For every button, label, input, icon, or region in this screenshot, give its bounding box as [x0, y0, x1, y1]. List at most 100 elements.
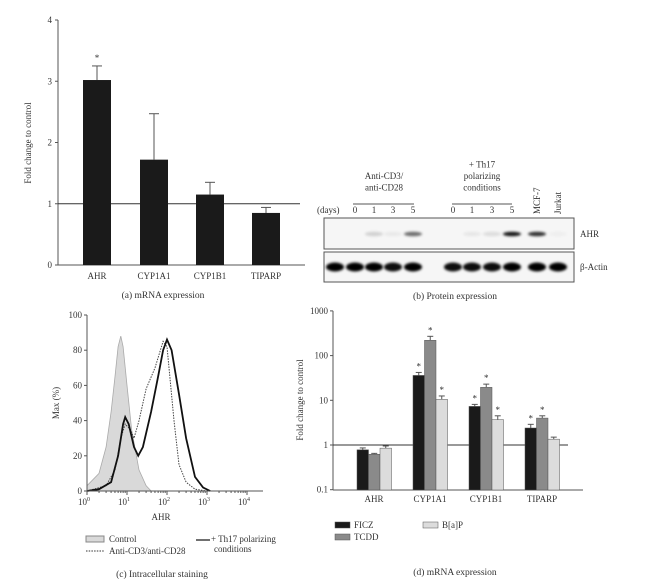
bar-tiparp-tcdd: [536, 417, 549, 491]
significance-marker: *: [484, 373, 489, 383]
significance-marker: *: [440, 385, 445, 395]
band-ahr: [463, 231, 481, 237]
band-actin: [549, 262, 567, 272]
y-tick-label: 0.1: [317, 485, 328, 495]
significance-marker: *: [473, 393, 478, 403]
significance-marker: *: [529, 413, 534, 423]
bar-tiparp-bap: [547, 438, 560, 491]
band-actin: [463, 262, 481, 272]
band-actin: [528, 262, 546, 272]
bar-ahr-tcdd: [368, 454, 381, 491]
bar-cyp1a1: [140, 159, 168, 265]
significance-marker: *: [428, 325, 433, 335]
panel-c-caption: (c) Intracellular staining: [116, 569, 208, 580]
lane-day-label: 5: [510, 205, 515, 215]
histogram-th17: [86, 337, 211, 492]
lane-day-label: 1: [372, 205, 377, 215]
legend-swatch: [334, 521, 351, 529]
lane-day-label: 1: [470, 205, 475, 215]
significance-marker: *: [417, 361, 422, 371]
x-tick-label: CYP1B1: [194, 271, 227, 281]
row-label: AHR: [580, 229, 599, 239]
panel-a-caption: (a) mRNA expression: [122, 290, 205, 301]
band-actin: [483, 262, 501, 272]
x-tick-label: 102: [158, 497, 170, 507]
band-actin: [346, 262, 364, 272]
panel-c-flow-histogram: Max (%) AHR (c) Intracellular staining 0…: [51, 310, 276, 580]
bar-cyp1b1-tcdd: [480, 387, 493, 491]
legend-label: + Th17 polarizing: [211, 534, 276, 544]
bar-ahr-bap: [379, 447, 392, 491]
lane-day-label: 0: [451, 205, 456, 215]
bar-cyp1b1: [196, 194, 224, 265]
legend-label: Anti-CD3/anti-CD28: [109, 546, 186, 556]
y-tick-label: 60: [73, 380, 83, 390]
x-tick-label: AHR: [364, 494, 383, 504]
y-tick-label: 40: [73, 416, 83, 426]
band-actin: [404, 262, 422, 272]
bar-tiparp: [252, 212, 280, 265]
panel-d-caption: (d) mRNA expression: [413, 567, 497, 578]
lane-day-label: 5: [411, 205, 416, 215]
y-tick-label: 2: [48, 138, 53, 148]
group-label: anti-CD28: [365, 183, 403, 193]
x-tick-label: TIPARP: [527, 494, 557, 504]
group-label: + Th17: [469, 160, 496, 170]
y-tick-label: 20: [73, 451, 83, 461]
band-ahr: [503, 231, 521, 237]
legend-swatch-control: [85, 535, 105, 543]
bar-tiparp-ficz: [524, 427, 537, 491]
y-tick-label: 10: [319, 395, 329, 405]
significance-marker: *: [540, 405, 545, 415]
legend-label: TCDD: [354, 532, 379, 542]
bar-cyp1b1-bap: [491, 419, 504, 491]
x-tick-label: CYP1B1: [470, 494, 503, 504]
band-ahr: [365, 231, 383, 237]
legend-swatch: [334, 533, 351, 541]
legend-label: B[a]P: [442, 520, 463, 530]
legend-label: FICZ: [354, 520, 374, 530]
bar-cyp1a1-tcdd: [424, 340, 437, 491]
x-tick-label: CYP1A1: [137, 271, 170, 281]
significance-marker: *: [95, 53, 100, 63]
group-label: polarizing: [464, 171, 501, 181]
x-tick-label: AHR: [87, 271, 106, 281]
group-label: conditions: [463, 183, 501, 193]
panel-a-ylabel: Fold change to control: [23, 102, 33, 184]
panel-d-mrna-expression-log: Fold change to control (d) mRNA expressi…: [295, 306, 583, 578]
band-actin: [326, 262, 344, 272]
panel-c-ylabel: Max (%): [51, 387, 61, 419]
histogram-control: [86, 336, 153, 492]
band-actin: [503, 262, 521, 272]
x-tick-label: 100: [78, 497, 90, 507]
panel-b-western-blot: (b) Protein expression (days) AHR β-Actin…: [317, 160, 608, 303]
x-tick-label: CYP1A1: [413, 494, 446, 504]
control-lane-label: Jurkat: [553, 192, 563, 214]
group-label: Anti-CD3/: [365, 171, 404, 181]
bar-cyp1a1-bap: [435, 399, 448, 491]
band-ahr: [384, 231, 402, 237]
band-ahr: [483, 231, 501, 237]
lane-day-label: 3: [391, 205, 396, 215]
y-tick-label: 4: [48, 15, 53, 25]
y-tick-label: 1000: [310, 306, 329, 316]
y-tick-label: 1: [48, 199, 53, 209]
bar-cyp1b1-ficz: [468, 406, 481, 491]
y-tick-label: 0: [78, 486, 83, 496]
bar-cyp1a1-ficz: [412, 375, 425, 491]
days-label: (days): [317, 205, 340, 215]
panel-a-mrna-expression: Fold change to control (a) mRNA expressi…: [23, 15, 305, 301]
lane-day-label: 3: [490, 205, 495, 215]
band-actin: [384, 262, 402, 272]
significance-marker: *: [496, 405, 501, 415]
panel-b-caption: (b) Protein expression: [413, 291, 497, 302]
band-ahr: [528, 231, 546, 237]
bar-ahr: [83, 80, 111, 266]
band-ahr: [549, 232, 567, 237]
y-tick-label: 1: [324, 440, 329, 450]
x-tick-label: 101: [118, 497, 130, 507]
band-actin: [444, 262, 462, 272]
y-tick-label: 100: [315, 351, 329, 361]
row-label: β-Actin: [580, 262, 608, 272]
